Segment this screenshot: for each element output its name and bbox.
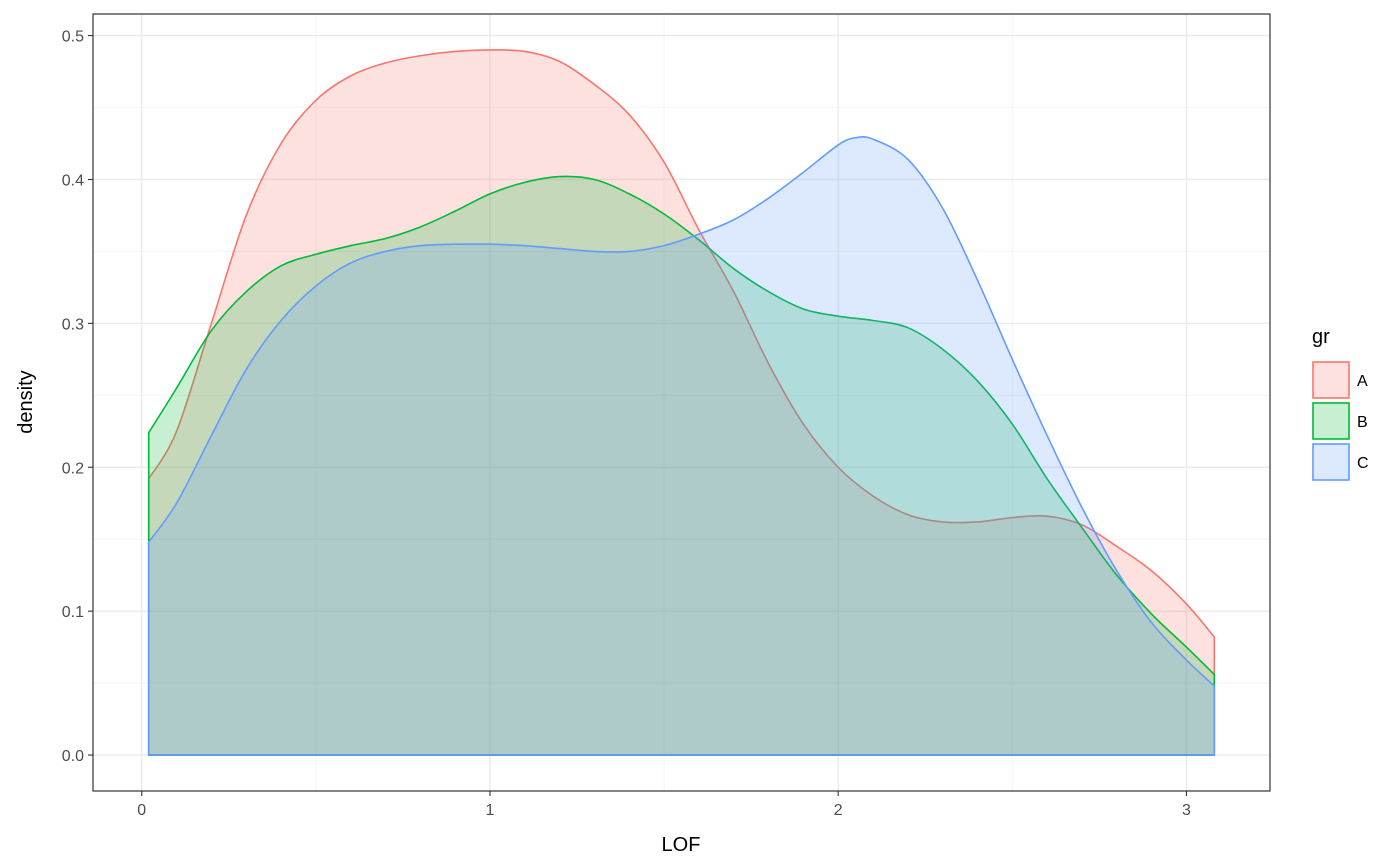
legend-title: gr <box>1312 326 1330 348</box>
y-tick-label: 0.0 <box>62 748 84 765</box>
legend-key-b <box>1312 402 1350 440</box>
density-area-c <box>147 135 1216 756</box>
x-tick-label: 2 <box>834 802 843 819</box>
density-areas <box>147 49 1216 756</box>
density-area-b <box>147 175 1216 756</box>
axis-ticks: 0 1 2 3 0.0 0.1 0.2 0.3 0.4 0.5 <box>62 29 1191 819</box>
x-axis-title: LOF <box>662 834 701 856</box>
density-area-a <box>147 49 1216 756</box>
legend-key-background <box>1312 443 1350 481</box>
panel-border <box>92 13 1271 792</box>
x-tick-label: 3 <box>1182 802 1191 819</box>
y-tick-label: 0.5 <box>62 29 84 46</box>
y-tick-label: 0.2 <box>62 460 84 477</box>
legend-key-background <box>1312 361 1350 399</box>
legend: gr A B C <box>1312 326 1369 481</box>
legend-key-background <box>1312 402 1350 440</box>
legend-label-a: A <box>1357 373 1368 390</box>
x-tick-label: 0 <box>137 802 146 819</box>
x-tick-label: 1 <box>486 802 495 819</box>
y-tick-label: 0.4 <box>62 172 84 189</box>
legend-label-c: C <box>1357 455 1369 472</box>
y-tick-label: 0.1 <box>62 604 84 621</box>
y-tick-label: 0.3 <box>62 316 84 333</box>
legend-label-b: B <box>1357 414 1368 431</box>
legend-key-a <box>1312 361 1350 399</box>
legend-key-c <box>1312 443 1350 481</box>
y-axis-title: density <box>15 370 37 433</box>
